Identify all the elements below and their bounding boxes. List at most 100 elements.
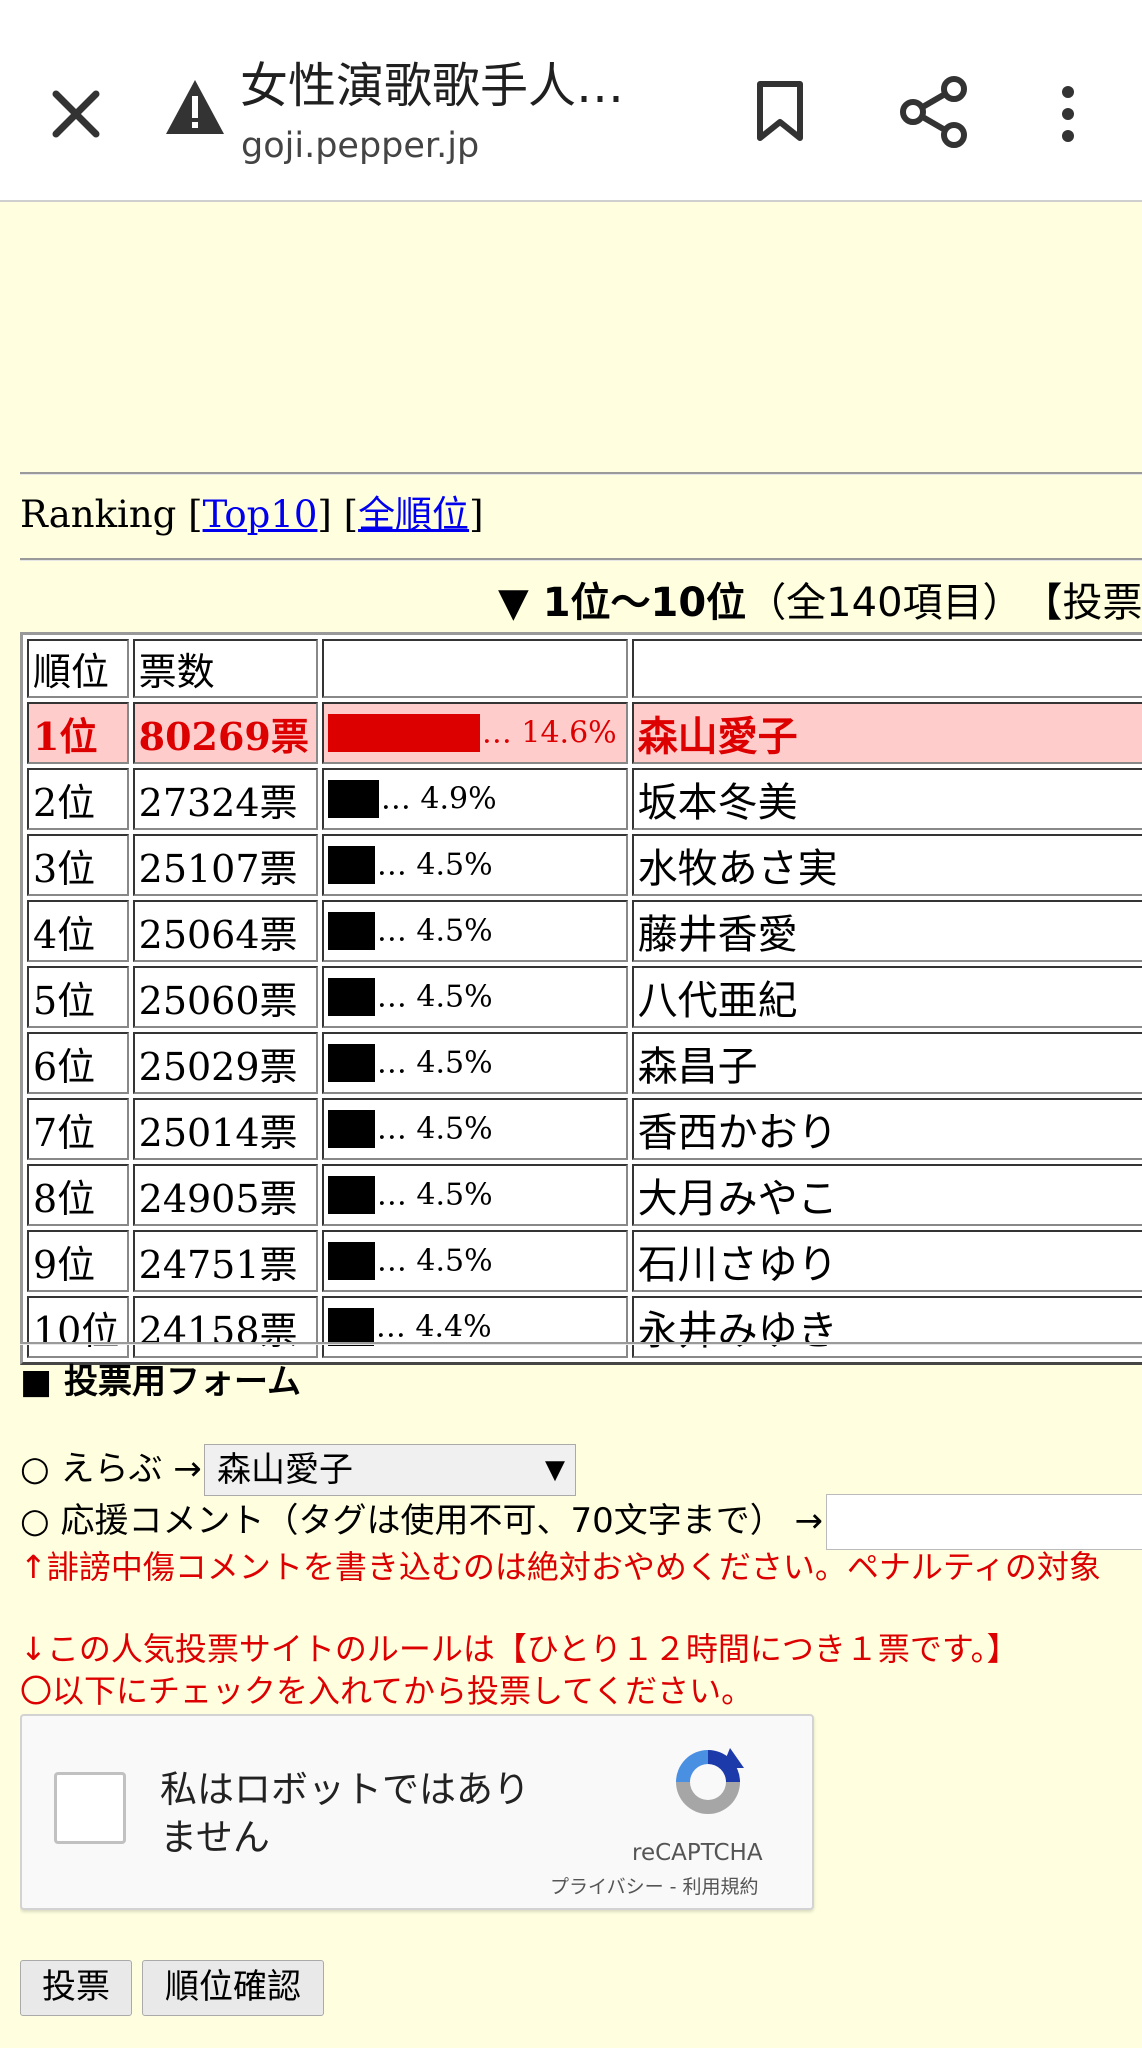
rank-cell: 3位	[27, 834, 129, 896]
rank-cell: 6位	[27, 1032, 129, 1094]
votes-cell: 25060票	[132, 966, 318, 1028]
singer-select-value: 森山愛子	[217, 1450, 353, 1490]
singer-name-cell: 永井みゆき	[631, 1296, 1142, 1358]
singer-name-cell: 八代亜紀	[631, 966, 1142, 1028]
page-url[interactable]: goji.pepper.jp	[241, 126, 480, 166]
table-row: 4位 25064票 … 4.5% 藤井香愛	[27, 900, 1142, 962]
dropdown-arrow-icon: ▼	[545, 1455, 565, 1485]
table-row: 10位 24158票 … 4.4% 永井みゆき	[27, 1296, 1142, 1358]
singer-name-cell: 水牧あさ実	[631, 834, 1142, 896]
recaptcha-links[interactable]: プライバシー - 利用規約	[550, 1876, 759, 1898]
range-label: 1位～10位	[542, 580, 747, 626]
bar-cell: … 4.5%	[321, 1164, 628, 1226]
vote-share-percent: … 4.5%	[376, 913, 493, 949]
rank-cell: 8位	[27, 1164, 129, 1226]
table-row: 1位 80269票 … 14.6% 森山愛子	[27, 702, 1142, 764]
more-options-icon[interactable]	[1050, 84, 1086, 144]
singer-name-cell: 森昌子	[631, 1032, 1142, 1094]
rank-cell: 2位	[27, 768, 129, 830]
header-votes: 票数	[132, 639, 318, 698]
ranking-nav-suffix: ]	[469, 493, 484, 536]
vote-share-bar	[327, 780, 379, 818]
singer-name-cell: 森山愛子	[631, 702, 1142, 764]
votes-cell: 25029票	[132, 1032, 318, 1094]
warning-icon[interactable]	[164, 78, 226, 136]
slander-warning: ↑誹謗中傷コメントを書き込むのは絶対おやめください。ペナルティの対象	[20, 1548, 1101, 1586]
bar-cell: … 4.5%	[321, 1032, 628, 1094]
check-rank-button[interactable]: 順位確認	[142, 1960, 324, 2016]
bar-cell: … 4.5%	[321, 966, 628, 1028]
vote-share-percent: … 4.4%	[375, 1309, 492, 1345]
votes-cell: 27324票	[132, 768, 318, 830]
divider	[20, 1342, 1142, 1345]
table-row: 9位 24751票 … 4.5% 石川さゆり	[27, 1230, 1142, 1292]
header-name	[631, 639, 1142, 698]
bookmark-icon[interactable]	[754, 80, 806, 142]
item-count: （全140項目）	[746, 580, 1023, 626]
rank-cell: 5位	[27, 966, 129, 1028]
header-rank: 順位	[27, 639, 129, 698]
vote-share-bar	[327, 1242, 375, 1280]
vote-share-bar	[327, 846, 375, 884]
all-ranks-link[interactable]: 全順位	[358, 493, 470, 536]
rank-cell: 1位	[27, 702, 129, 764]
rank-cell: 4位	[27, 900, 129, 962]
recaptcha-label: 私はロボットではありません	[160, 1768, 530, 1859]
rank-cell: 7位	[27, 1098, 129, 1160]
range-marker: ▼	[498, 580, 543, 626]
select-label: ○ えらぶ →	[20, 1449, 202, 1489]
ranking-nav-separator: ] [	[317, 493, 359, 536]
votes-cell: 25014票	[132, 1098, 318, 1160]
recaptcha-checkbox[interactable]	[54, 1772, 126, 1844]
table-row: 2位 27324票 … 4.9% 坂本冬美	[27, 768, 1142, 830]
votes-cell: 80269票	[132, 702, 318, 764]
singer-name-cell: 香西かおり	[631, 1098, 1142, 1160]
vote-share-percent: … 14.6%	[481, 715, 617, 751]
recaptcha-logo-icon	[676, 1748, 744, 1814]
vote-share-percent: … 4.5%	[376, 1177, 493, 1213]
votes-cell: 25107票	[132, 834, 318, 896]
check-note: 〇以下にチェックを入れてから投票してください。	[20, 1672, 754, 1710]
range-heading: ▼ 1位～10位（全140項目） 【投票	[498, 578, 1142, 628]
vote-form-title: ■ 投票用フォーム	[20, 1362, 301, 1402]
vote-share-bar	[327, 714, 480, 752]
top10-link[interactable]: Top10	[202, 493, 318, 536]
vote-share-percent: … 4.5%	[376, 1045, 493, 1081]
bar-cell: … 4.9%	[321, 768, 628, 830]
vote-share-bar	[327, 1176, 375, 1214]
browser-toolbar: 女性演歌歌手人… goji.pepper.jp	[0, 0, 1142, 202]
table-row: 5位 25060票 … 4.5% 八代亜紀	[27, 966, 1142, 1028]
ranking-table: 順位 票数 1位 80269票 … 14.6% 森山愛子 2位 27324票 … 4.9% 坂…	[20, 632, 1142, 1365]
singer-name-cell: 大月みやこ	[631, 1164, 1142, 1226]
comment-input[interactable]	[826, 1494, 1142, 1550]
vote-share-percent: … 4.5%	[376, 1111, 493, 1147]
table-row: 8位 24905票 … 4.5% 大月みやこ	[27, 1164, 1142, 1226]
singer-name-cell: 坂本冬美	[631, 768, 1142, 830]
votes-cell: 25064票	[132, 900, 318, 962]
table-row: 7位 25014票 … 4.5% 香西かおり	[27, 1098, 1142, 1160]
page-title[interactable]: 女性演歌歌手人…	[240, 58, 625, 114]
ranking-nav-prefix: Ranking [	[20, 493, 203, 536]
vote-share-bar	[327, 1110, 375, 1148]
vote-share-bar	[327, 912, 375, 950]
rank-cell: 10位	[27, 1296, 129, 1358]
vote-share-percent: … 4.5%	[376, 979, 493, 1015]
rank-cell: 9位	[27, 1230, 129, 1292]
votes-cell: 24905票	[132, 1164, 318, 1226]
vote-share-bar	[327, 1308, 374, 1346]
page-content: Ranking [Top10] [全順位] ▼ 1位～10位（全140項目） 【投…	[20, 200, 1142, 2048]
comment-label: ○ 応援コメント（タグは使用不可、70文字まで） →	[20, 1501, 824, 1541]
close-icon[interactable]	[40, 70, 112, 156]
bar-cell: … 4.5%	[321, 1098, 628, 1160]
ranking-nav: Ranking [Top10] [全順位]	[20, 492, 484, 538]
singer-name-cell: 藤井香愛	[631, 900, 1142, 962]
vote-share-percent: … 4.5%	[376, 1243, 493, 1279]
table-row: 6位 25029票 … 4.5% 森昌子	[27, 1032, 1142, 1094]
singer-select[interactable]: 森山愛子 ▼	[204, 1444, 576, 1496]
votes-cell: 24751票	[132, 1230, 318, 1292]
share-icon[interactable]	[898, 76, 970, 148]
vote-button[interactable]: 投票	[20, 1960, 132, 2016]
bar-cell: … 4.5%	[321, 1230, 628, 1292]
vote-share-bar	[327, 978, 375, 1016]
divider	[20, 472, 1142, 475]
